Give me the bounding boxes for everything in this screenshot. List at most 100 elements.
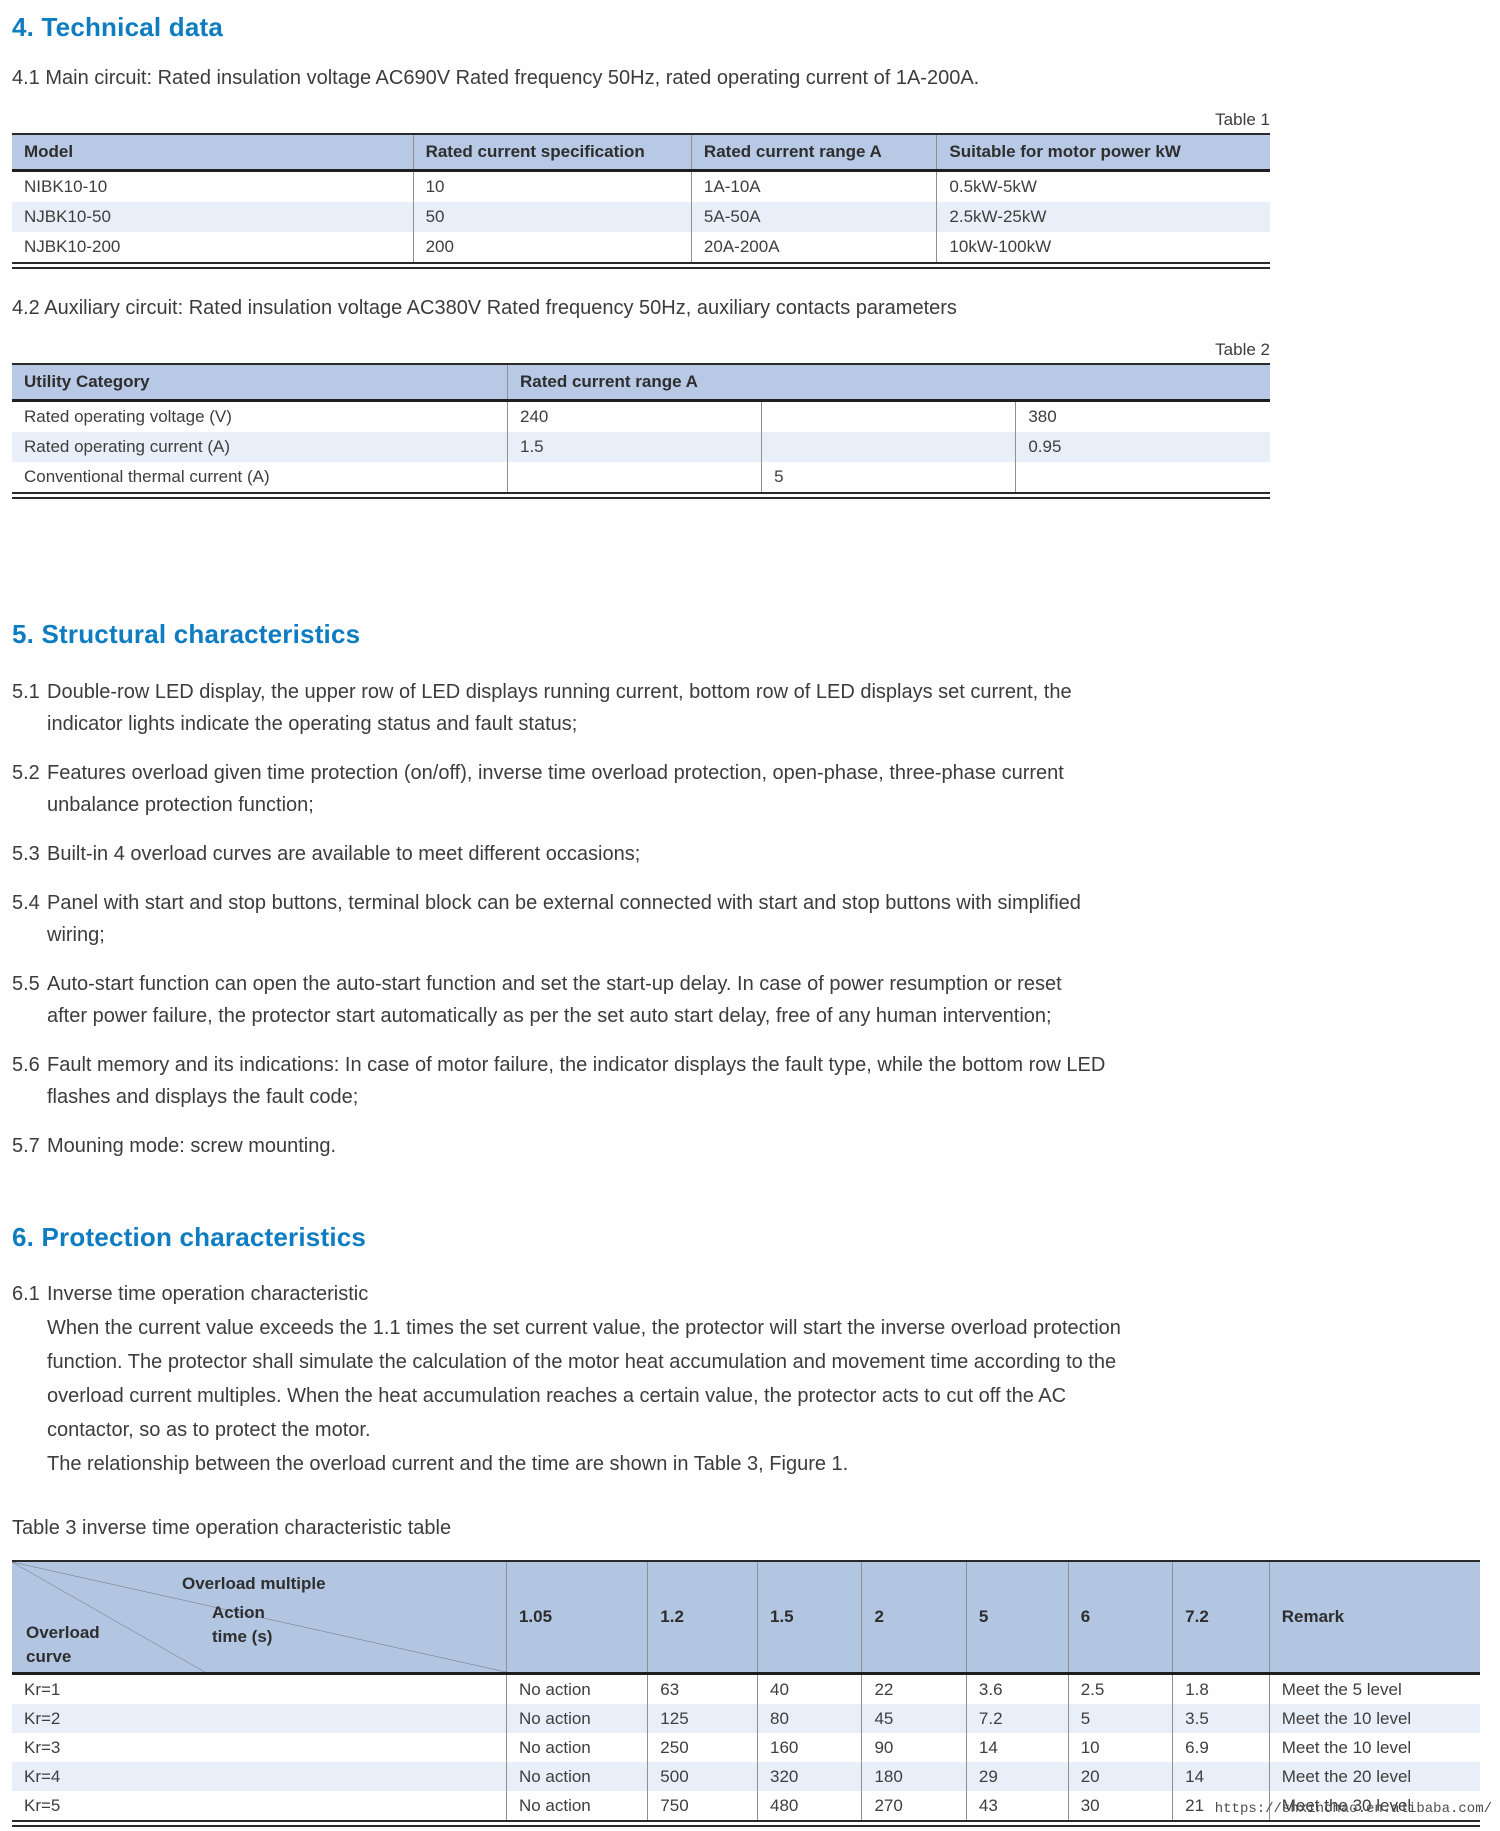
table3-inverse-time-characteristic: Overload multiple Action time (s) Overlo… <box>12 1560 1480 1827</box>
table-cell: 63 <box>647 1673 758 1704</box>
table-cell: Kr=5 <box>24 1795 61 1815</box>
table-cell: 90 <box>861 1733 967 1762</box>
table-row: Rated operating voltage (V) 240 380 <box>12 400 1270 432</box>
table-row: Kr=4 No action 500 320 180 29 20 14 Meet… <box>12 1762 1480 1791</box>
table-cell: Meet the 5 level <box>1268 1673 1480 1704</box>
footer-store-url-link[interactable]: https://shxinchao.en.alibaba.com/ <box>1214 1801 1492 1817</box>
list-item-6-1: 6.1 Inverse time operation characteristi… <box>12 1277 1500 1481</box>
table-cell: NJBK10-50 <box>24 207 111 226</box>
table-cell: 270 <box>861 1791 967 1824</box>
table-cell: No action <box>505 1762 648 1791</box>
section-heading-technical-data: 4. Technical data <box>12 12 223 42</box>
table-cell: 20 <box>1067 1762 1173 1791</box>
table-cell: 200 <box>412 232 692 266</box>
list-item-5-4: 5.4 Panel with start and stop buttons, t… <box>12 887 1500 951</box>
table-row: Conventional thermal current (A) 5 <box>12 462 1270 496</box>
column-header: 1.5 <box>756 1561 862 1675</box>
item-number: 5.2 <box>12 762 40 784</box>
table-row: Model Rated current specification Rated … <box>12 134 1270 172</box>
table-cell: 7.2 <box>965 1704 1069 1733</box>
item-number: 5.5 <box>12 973 40 995</box>
column-header: Rated current range A <box>690 134 937 172</box>
table-cell: 10kW-100kW <box>936 232 1270 266</box>
column-header: Rated current range A <box>507 364 1270 402</box>
column-header: Suitable for motor power kW <box>936 134 1270 172</box>
diagonal-lines <box>12 1562 506 1672</box>
table-cell: 14 <box>1172 1762 1270 1791</box>
table-cell: Conventional thermal current (A) <box>24 467 270 486</box>
item-number: 5.1 <box>12 681 40 703</box>
item-text: Double-row LED display, the upper row of… <box>47 681 1072 735</box>
section5-items: 5.1 Double-row LED display, the upper ro… <box>12 676 1500 1162</box>
list-item-5-6: 5.6 Fault memory and its indications: In… <box>12 1049 1500 1113</box>
table3-caption: Table 3 inverse time operation character… <box>12 1517 452 1539</box>
table-cell: 320 <box>756 1762 862 1791</box>
column-header: 1.05 <box>505 1561 648 1675</box>
table-cell <box>506 462 762 496</box>
table3-body: Kr=1 No action 63 40 22 3.6 2.5 1.8 Meet… <box>12 1673 1480 1824</box>
table-cell: Rated operating voltage (V) <box>24 407 232 426</box>
table-cell: 480 <box>756 1791 862 1824</box>
table-cell: 43 <box>965 1791 1069 1824</box>
table-cell: 750 <box>647 1791 758 1824</box>
table-cell: NIBK10-10 <box>24 177 108 196</box>
table-cell: 5 <box>1067 1704 1173 1733</box>
item-text: Panel with start and stop buttons, termi… <box>47 892 1081 946</box>
list-item-5-1: 5.1 Double-row LED display, the upper ro… <box>12 676 1500 740</box>
table-cell: 1A-10A <box>690 170 937 202</box>
column-header: 6 <box>1067 1561 1173 1675</box>
table-cell: 160 <box>756 1733 862 1762</box>
table-cell: 3.5 <box>1172 1704 1270 1733</box>
table-cell: No action <box>505 1704 648 1733</box>
table-cell: Meet the 10 level <box>1268 1704 1480 1733</box>
item-text: Auto-start function can open the auto-st… <box>47 973 1062 1027</box>
table-cell: No action <box>505 1791 648 1824</box>
table-row: Overload multiple Action time (s) Overlo… <box>12 1561 1480 1675</box>
item-number: 6.1 <box>12 1283 40 1305</box>
table-cell: 50 <box>412 202 692 232</box>
table-cell: No action <box>505 1673 648 1704</box>
table-cell: 20A-200A <box>690 232 937 266</box>
table-cell: Kr=3 <box>24 1737 61 1757</box>
table-cell: Meet the 30 level <box>1268 1791 1480 1824</box>
paragraph-4-1-main-circuit: 4.1 Main circuit: Rated insulation volta… <box>12 67 980 89</box>
item-text: Inverse time operation characteristic Wh… <box>47 1283 1121 1475</box>
table-cell: NJBK10-200 <box>24 237 121 256</box>
table-cell: 45 <box>861 1704 967 1733</box>
list-item-5-2: 5.2 Features overload given time protect… <box>12 757 1500 821</box>
table-cell: 180 <box>861 1762 967 1791</box>
table-row: Rated operating current (A) 1.5 0.95 <box>12 432 1270 462</box>
table-cell: 2.5kW-25kW <box>936 202 1270 232</box>
paragraph-4-2-auxiliary-circuit: 4.2 Auxiliary circuit: Rated insulation … <box>12 297 957 319</box>
item-number: 5.7 <box>12 1135 40 1157</box>
table-row: Kr=2 No action 125 80 45 7.2 5 3.5 Meet … <box>12 1704 1480 1733</box>
table-cell: 500 <box>647 1762 758 1791</box>
table1-header: Model Rated current specification Rated … <box>12 134 1270 172</box>
table1-body: NIBK10-10 10 1A-10A 0.5kW-5kW NJBK10-50 … <box>12 170 1270 266</box>
corner-label-overload-multiple: Overload multiple <box>182 1574 326 1593</box>
item-number: 5.3 <box>12 843 40 865</box>
item-text: Features overload given time protection … <box>47 762 1064 816</box>
column-header: 5 <box>965 1561 1069 1675</box>
table-cell: 29 <box>965 1762 1069 1791</box>
table-cell: 2.5 <box>1067 1673 1173 1704</box>
section-heading-structural-characteristics: 5. Structural characteristics <box>12 619 361 649</box>
table3-header: Overload multiple Action time (s) Overlo… <box>12 1561 1480 1675</box>
item-text: Mouning mode: screw mounting. <box>47 1135 337 1157</box>
table1-label: Table 1 <box>1215 110 1270 129</box>
table-row: NJBK10-200 200 20A-200A 10kW-100kW <box>12 232 1270 266</box>
item-number: 5.4 <box>12 892 40 914</box>
table2-header: Utility Category Rated current range A <box>12 364 1270 402</box>
table1-main-circuit: Model Rated current specification Rated … <box>12 133 1270 269</box>
table-cell: Meet the 20 level <box>1268 1762 1480 1791</box>
table-cell: 10 <box>412 170 692 202</box>
list-item-5-5: 5.5 Auto-start function can open the aut… <box>12 968 1500 1032</box>
table-cell: 5 <box>761 462 1016 496</box>
table-cell: 250 <box>647 1733 758 1762</box>
table-cell: 125 <box>647 1704 758 1733</box>
table-cell: 5A-50A <box>690 202 937 232</box>
table-cell <box>761 432 1016 462</box>
table-cell: 10 <box>1067 1733 1173 1762</box>
table-cell: 14 <box>965 1733 1069 1762</box>
